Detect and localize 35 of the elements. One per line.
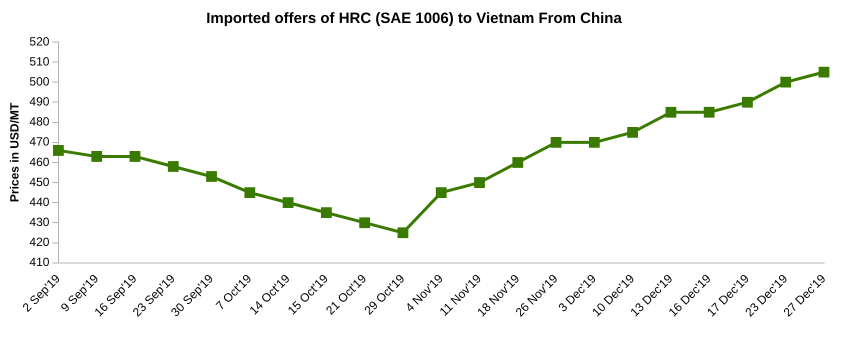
y-tick-label: 440 — [29, 194, 50, 209]
chart-title: Imported offers of HRC (SAE 1006) to Vietnam From China — [206, 10, 622, 28]
point — [206, 171, 217, 182]
point — [168, 161, 179, 172]
y-tick-label: 430 — [29, 215, 50, 230]
point — [474, 177, 485, 188]
y-tick-label: 470 — [29, 134, 50, 149]
point — [665, 106, 676, 118]
y-tick-label: 520 — [29, 34, 50, 48]
point — [53, 145, 64, 156]
point — [359, 217, 370, 228]
point — [627, 126, 638, 138]
point — [282, 197, 294, 208]
y-tick-label: 510 — [29, 54, 50, 68]
y-tick-label: 410 — [29, 255, 50, 270]
point — [704, 106, 715, 118]
point — [818, 66, 830, 78]
point — [320, 207, 332, 218]
point — [244, 187, 256, 198]
y-axis-title: Prices in USD/MT — [8, 102, 22, 202]
y-tick-label: 420 — [29, 235, 50, 250]
y-tick-label: 460 — [29, 154, 50, 169]
point — [436, 187, 447, 198]
point — [742, 96, 753, 108]
point — [550, 137, 562, 148]
y-tick-label: 490 — [29, 94, 50, 109]
y-tick-label: 500 — [29, 74, 50, 88]
y-tick-label: 480 — [29, 114, 50, 129]
point — [130, 151, 140, 162]
y-tick-label: 450 — [29, 174, 50, 189]
point — [398, 227, 408, 238]
point — [780, 76, 792, 88]
point — [588, 137, 600, 148]
point — [512, 157, 524, 168]
point — [91, 151, 102, 162]
